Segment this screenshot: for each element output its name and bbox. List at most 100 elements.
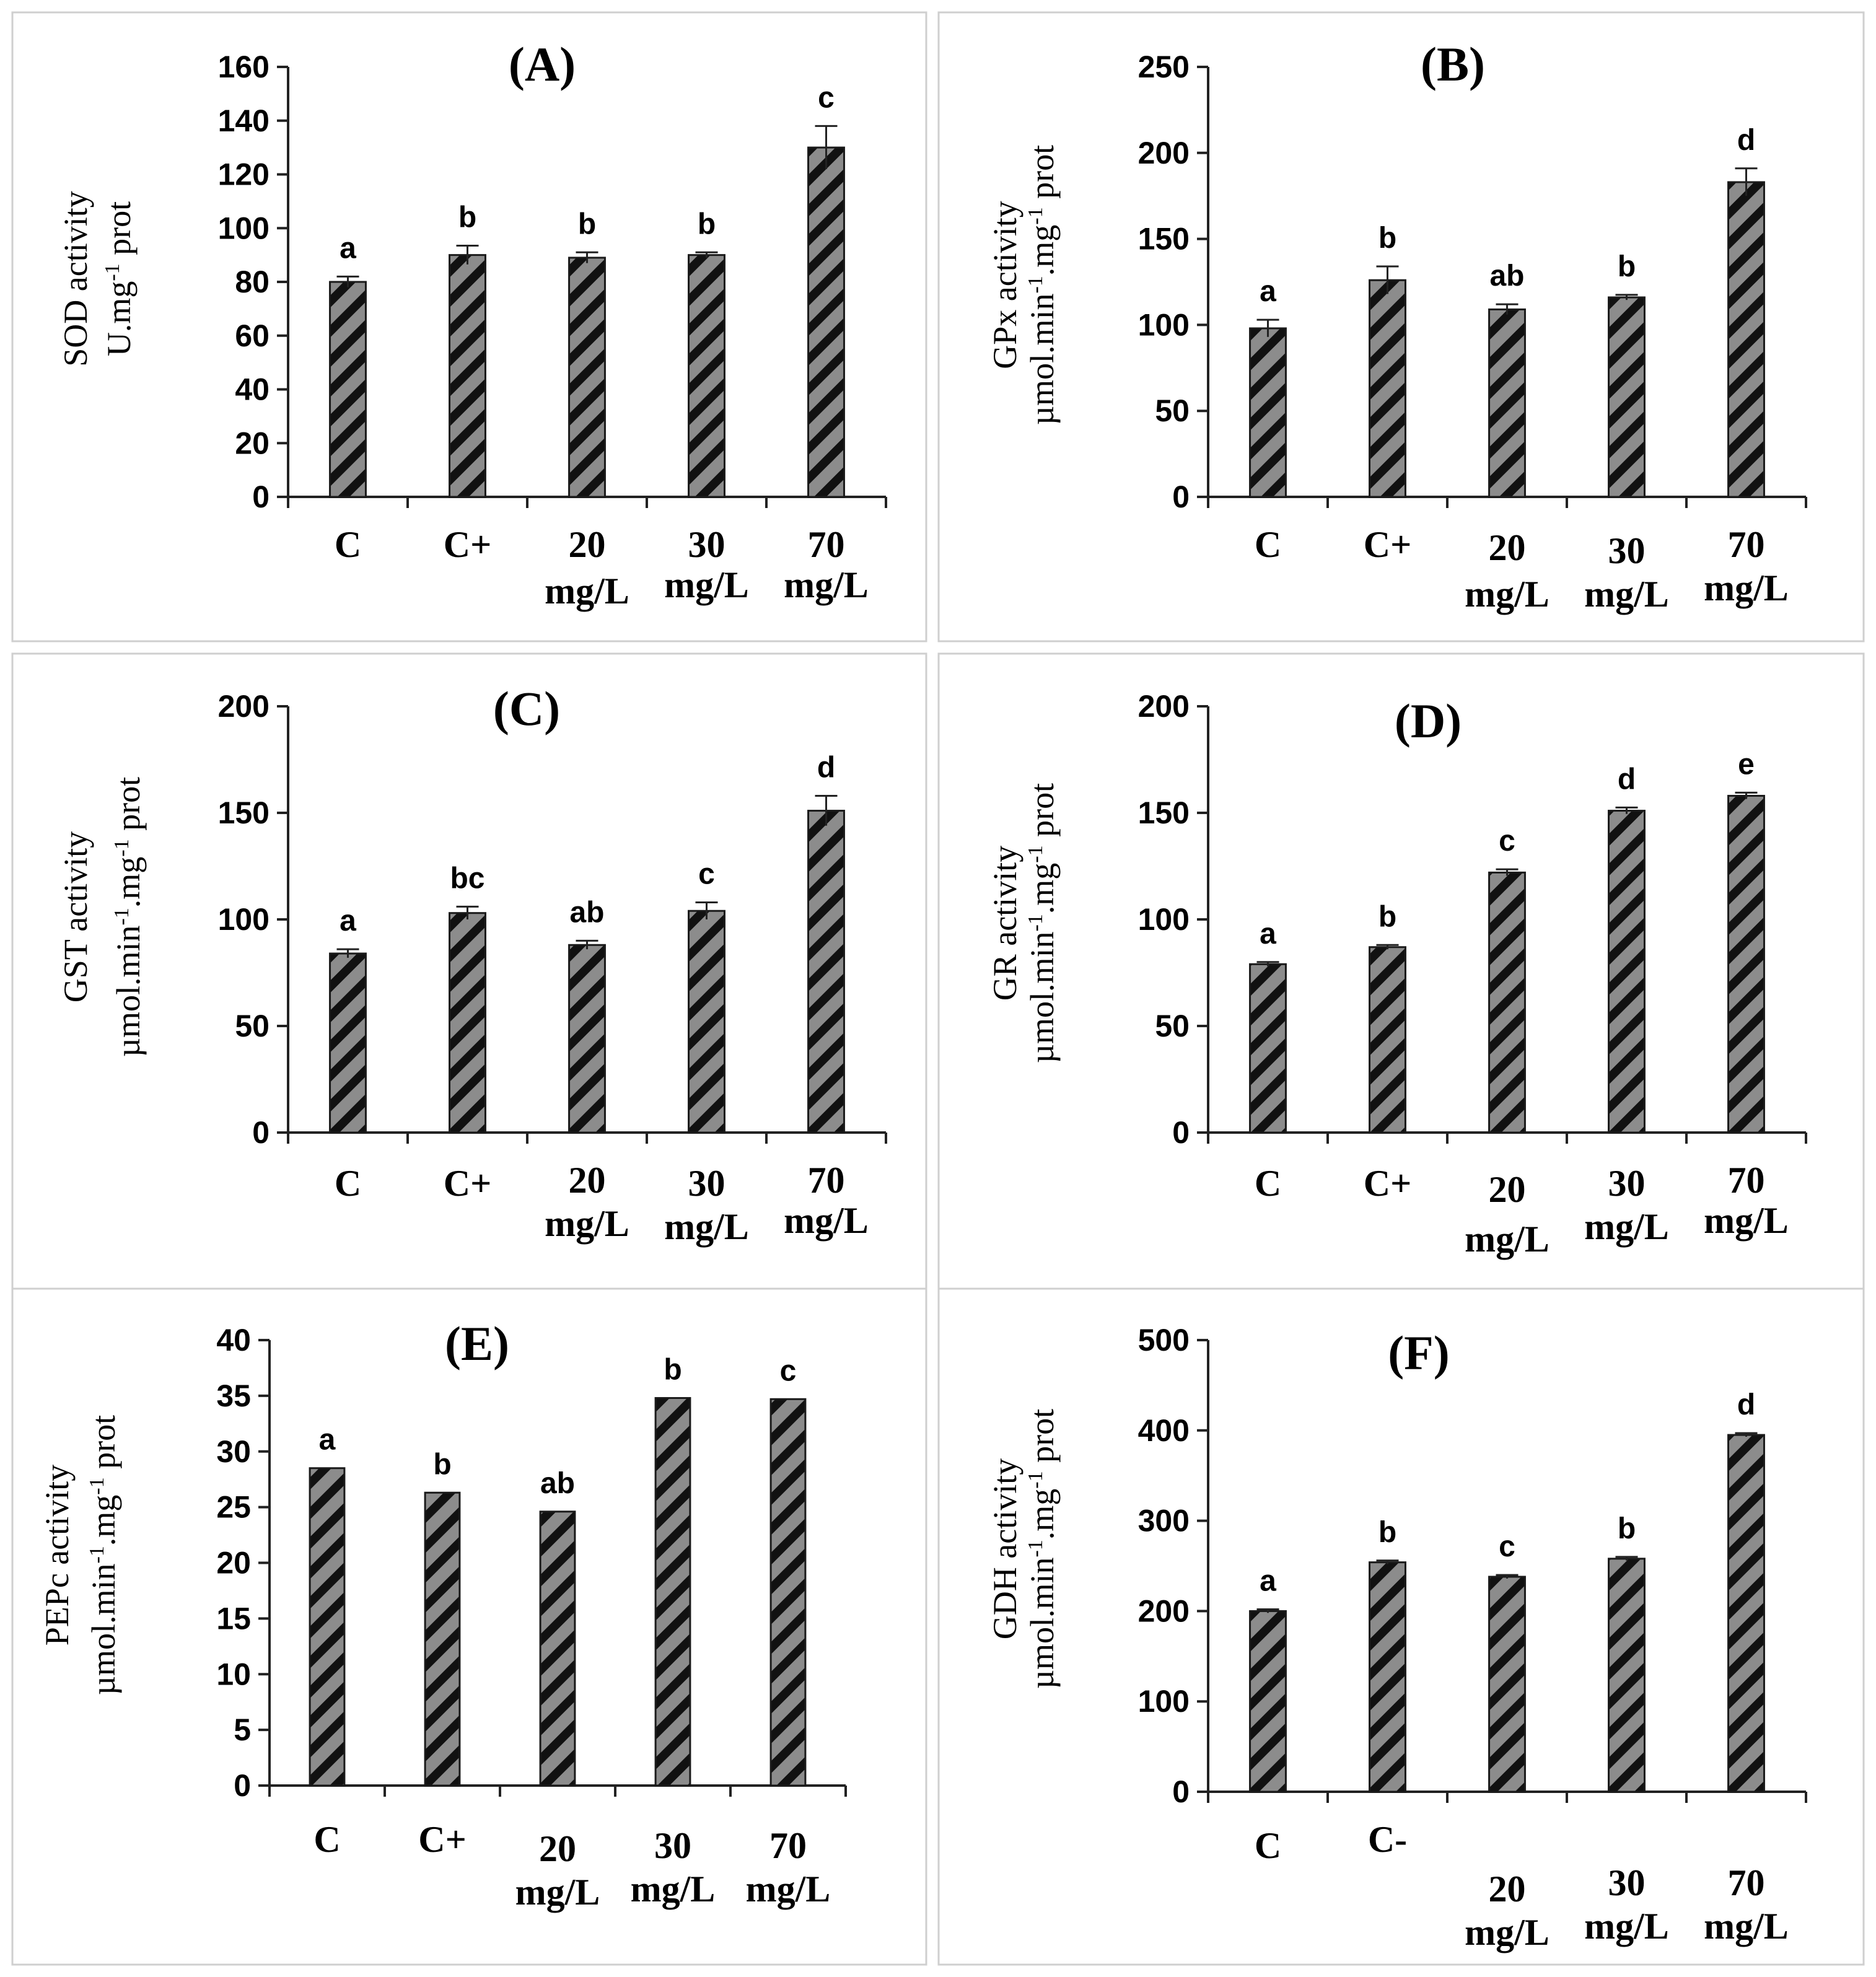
chart-title: (D) bbox=[1395, 694, 1462, 748]
x-tick-label: mg/L bbox=[664, 1206, 749, 1247]
bar-e-3 bbox=[654, 1396, 691, 1787]
y-tick-label: 100 bbox=[1138, 307, 1190, 342]
significance-letter: e bbox=[1738, 748, 1755, 781]
x-tick-label: 70 bbox=[769, 1825, 807, 1866]
bar-a-1 bbox=[449, 254, 486, 498]
y-tick-label: 160 bbox=[218, 50, 270, 84]
significance-letter: b bbox=[1379, 1516, 1396, 1549]
y-tick-label: 100 bbox=[1138, 1684, 1190, 1719]
y-tick-label: 0 bbox=[252, 480, 270, 514]
x-tick-label: mg/L bbox=[1465, 574, 1549, 615]
bar-d-1 bbox=[1369, 946, 1406, 1134]
chart-title: (E) bbox=[445, 1317, 509, 1370]
bar-c-3 bbox=[688, 910, 725, 1134]
y-tick-label: 400 bbox=[1138, 1413, 1190, 1448]
x-tick-label: mg/L bbox=[784, 1200, 869, 1241]
y-axis-label-line2: µmol.min-1.mg-1 prot bbox=[110, 777, 147, 1057]
significance-letter: ab bbox=[569, 896, 604, 929]
y-tick-label: 250 bbox=[1138, 50, 1190, 84]
bar-f-2 bbox=[1488, 1576, 1526, 1793]
significance-letter: a bbox=[1260, 275, 1276, 308]
y-tick-label: 100 bbox=[1138, 902, 1190, 937]
y-tick-label: 10 bbox=[216, 1657, 251, 1691]
panel-border bbox=[937, 11, 1865, 642]
significance-letter: a bbox=[340, 905, 356, 937]
chart-title: (F) bbox=[1388, 1326, 1450, 1380]
x-tick-label: 30 bbox=[688, 524, 725, 565]
significance-letter: a bbox=[319, 1424, 336, 1457]
x-tick-label: mg/L bbox=[515, 1872, 600, 1913]
x-tick-label: C bbox=[1255, 1163, 1281, 1204]
bar-c-4 bbox=[807, 810, 845, 1134]
significance-letter: a bbox=[340, 232, 356, 265]
significance-letter: d bbox=[1618, 763, 1636, 796]
significance-letter: c bbox=[1499, 825, 1515, 857]
x-tick-label: mg/L bbox=[784, 564, 869, 605]
y-axis-label-line2: µmol.min-1.mg-1 prot bbox=[1023, 1409, 1061, 1689]
y-tick-label: 40 bbox=[216, 1323, 251, 1357]
x-tick-label: mg/L bbox=[631, 1869, 716, 1909]
panel-b: 0 50 100 150 200 250 (B) GPx activity µmol.min-1… bbox=[937, 11, 1865, 642]
chart-title: (A) bbox=[509, 37, 576, 91]
y-tick-label: 5 bbox=[234, 1712, 251, 1747]
y-tick-label: 300 bbox=[1138, 1504, 1190, 1538]
bar-e-4 bbox=[769, 1398, 807, 1787]
x-tick-label: mg/L bbox=[1465, 1219, 1549, 1260]
y-tick-label: 0 bbox=[1172, 480, 1190, 514]
y-tick-label: 50 bbox=[1155, 393, 1190, 428]
x-tick-label: mg/L bbox=[545, 571, 629, 612]
x-tick-label: C+ bbox=[1364, 524, 1412, 565]
bar-f-1 bbox=[1369, 1561, 1406, 1793]
x-tick-label: mg/L bbox=[1584, 1906, 1669, 1947]
x-tick-label: mg/L bbox=[1704, 568, 1789, 608]
x-tick-label: C+ bbox=[444, 1163, 492, 1204]
x-tick-label: C bbox=[335, 524, 361, 565]
x-tick-label: C bbox=[1255, 524, 1281, 565]
significance-letter: b bbox=[458, 201, 476, 234]
bar-b-2 bbox=[1488, 308, 1526, 498]
y-tick-label: 200 bbox=[218, 689, 270, 724]
panel-f: 0 100 200 300 400 500 (F) GDH activity µmol.min-… bbox=[937, 1287, 1865, 1966]
y-tick-label: 140 bbox=[218, 103, 270, 138]
panel-border bbox=[937, 1287, 1865, 1966]
significance-letter: b bbox=[1379, 222, 1396, 255]
x-tick-label: 20 bbox=[569, 524, 606, 565]
chart-title: (C) bbox=[493, 682, 560, 735]
y-tick-label: 15 bbox=[216, 1601, 251, 1636]
x-tick-label: C bbox=[335, 1163, 361, 1204]
x-tick-label: C bbox=[1255, 1825, 1281, 1866]
x-tick-label: 20 bbox=[1489, 1169, 1526, 1210]
significance-letter: b bbox=[1618, 1512, 1636, 1545]
x-tick-label: mg/L bbox=[1465, 1912, 1549, 1953]
panel-border bbox=[11, 11, 927, 642]
bar-c-0 bbox=[329, 952, 367, 1134]
y-tick-label: 25 bbox=[216, 1490, 251, 1525]
y-tick-label: 0 bbox=[1172, 1774, 1190, 1809]
y-tick-label: 200 bbox=[1138, 689, 1190, 724]
x-tick-label: 20 bbox=[539, 1828, 576, 1869]
y-axis-label-line1: GPx activity bbox=[986, 201, 1023, 369]
significance-letter: b bbox=[664, 1353, 682, 1386]
bar-a-0 bbox=[329, 281, 367, 498]
y-tick-label: 150 bbox=[218, 796, 270, 830]
panel-border bbox=[11, 1287, 927, 1966]
y-tick-label: 150 bbox=[1138, 222, 1190, 256]
x-tick-label: 20 bbox=[1489, 527, 1526, 568]
x-tick-label: 30 bbox=[1608, 530, 1646, 571]
bar-e-1 bbox=[424, 1491, 461, 1787]
x-tick-label: C bbox=[313, 1819, 340, 1860]
y-tick-label: 50 bbox=[1155, 1009, 1190, 1043]
y-tick-label: 20 bbox=[235, 426, 270, 460]
y-tick-label: 0 bbox=[234, 1768, 251, 1803]
bar-d-4 bbox=[1727, 794, 1765, 1134]
bar-a-3 bbox=[688, 254, 725, 498]
x-tick-label: mg/L bbox=[1704, 1200, 1789, 1241]
x-tick-label: C- bbox=[1368, 1819, 1407, 1860]
x-tick-label: C+ bbox=[418, 1819, 467, 1860]
x-tick-label: mg/L bbox=[545, 1203, 629, 1244]
y-tick-label: 500 bbox=[1138, 1323, 1190, 1357]
significance-letter: b bbox=[433, 1448, 451, 1481]
x-tick-label: 30 bbox=[654, 1825, 691, 1866]
x-tick-label: mg/L bbox=[746, 1869, 831, 1909]
bar-a-4 bbox=[807, 146, 845, 498]
